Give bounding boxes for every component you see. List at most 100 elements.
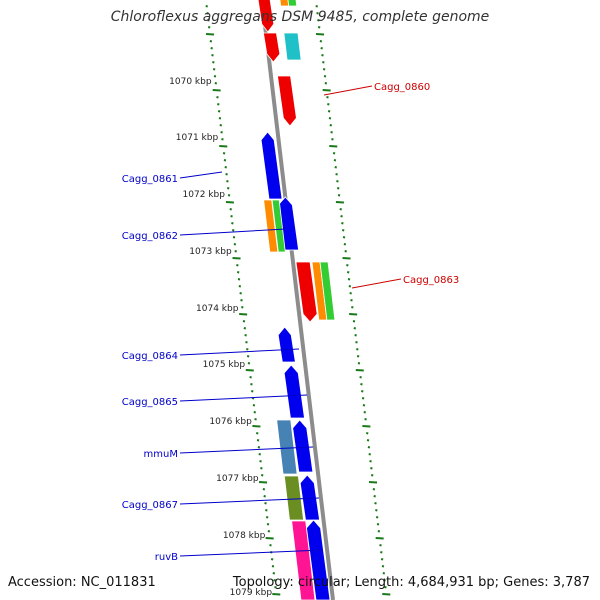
gene-label-left: Cagg_0864 <box>122 351 178 362</box>
right-tick <box>340 215 343 218</box>
left-tick <box>205 5 208 8</box>
right-tick <box>315 5 318 8</box>
right-tick <box>380 558 384 561</box>
left-tick <box>207 26 211 29</box>
gene-arrow <box>295 261 318 323</box>
gene-arrow <box>283 32 302 61</box>
left-tick <box>227 187 230 190</box>
left-tick <box>214 82 218 85</box>
right-tick <box>331 138 334 141</box>
left-tick <box>251 390 254 393</box>
left-tick <box>271 565 275 568</box>
right-tick <box>329 145 338 148</box>
right-tick <box>353 327 357 330</box>
right-tick <box>337 187 340 190</box>
right-tick <box>327 103 330 106</box>
right-tick <box>322 89 331 92</box>
left-tick <box>242 320 246 323</box>
left-tick <box>252 425 261 428</box>
left-tick <box>238 285 242 288</box>
left-tick <box>265 516 269 519</box>
right-tick <box>350 299 353 302</box>
gene-arrow <box>291 520 316 600</box>
left-tick <box>224 166 228 169</box>
right-tick <box>375 509 378 512</box>
left-tick <box>270 558 274 561</box>
right-tick <box>367 446 371 449</box>
gene-labels: Cagg_0861 Cagg_0862 Cagg_0864 Cagg_0865 mmuM… <box>122 82 460 563</box>
left-tick <box>211 54 214 57</box>
right-tick <box>372 488 376 491</box>
tick-marks <box>205 5 391 596</box>
right-tick <box>322 61 325 64</box>
scale-labels: 1070 kbp 1071 kbp 1072 kbp 1073 kbp 1074 kbp… <box>169 77 272 598</box>
leader-line-left <box>179 446 314 454</box>
right-tick <box>381 565 385 568</box>
right-tick <box>374 502 377 505</box>
gene-label-left: mmuM <box>144 449 178 460</box>
right-tick <box>348 285 352 288</box>
gene-arrow <box>276 419 298 475</box>
leader-line-left <box>179 497 320 505</box>
left-tick <box>227 194 231 197</box>
right-tick <box>384 586 387 589</box>
left-tick <box>260 474 264 477</box>
scale-label: 1070 kbp <box>169 77 212 87</box>
left-tick <box>265 509 268 512</box>
right-tick <box>357 362 361 365</box>
right-tick <box>317 26 321 29</box>
left-tick <box>241 306 244 309</box>
leader-line-left <box>179 549 324 557</box>
leader-line-left <box>179 171 223 179</box>
leader-line-left <box>179 348 300 356</box>
scale-label: 1076 kbp <box>209 417 252 427</box>
right-tick <box>337 194 341 197</box>
right-tick <box>365 432 369 435</box>
right-tick <box>342 236 346 239</box>
left-tick <box>219 124 223 127</box>
right-tick <box>339 208 342 211</box>
left-tick <box>274 586 277 589</box>
gene-arrow <box>277 326 296 363</box>
right-tick <box>383 579 386 582</box>
left-tick <box>243 327 247 330</box>
gene-arrow <box>257 0 275 33</box>
left-tick <box>233 243 237 246</box>
left-tick <box>246 355 250 358</box>
left-tick <box>232 236 236 239</box>
gene-arrow <box>279 0 290 7</box>
left-tick <box>244 334 247 337</box>
right-tick <box>375 516 379 519</box>
genome-backbone <box>260 0 335 600</box>
right-tick <box>362 404 366 407</box>
right-tick <box>322 68 326 71</box>
left-tick <box>220 131 223 134</box>
left-tick <box>231 229 235 232</box>
right-tick <box>382 593 391 596</box>
right-tick <box>355 341 358 344</box>
scale-label: 1072 kbp <box>183 190 226 200</box>
left-tick <box>230 215 233 218</box>
gene-label-left: Cagg_0861 <box>122 174 178 185</box>
right-tick <box>382 572 386 575</box>
right-tick <box>363 411 366 414</box>
scale-label: 1075 kbp <box>203 360 246 370</box>
right-tick <box>328 117 332 120</box>
right-tick <box>375 537 384 540</box>
right-tick <box>373 495 376 498</box>
left-tick <box>231 222 234 225</box>
gene-label-right: Cagg_0860 <box>374 82 430 93</box>
scale-label: 1078 kbp <box>223 531 266 541</box>
gene-arrow <box>283 364 305 419</box>
gene-arrow <box>292 419 314 473</box>
gene-label-left: Cagg_0867 <box>122 500 178 511</box>
left-tick <box>221 138 224 141</box>
left-tick <box>218 117 222 120</box>
right-tick <box>349 292 352 295</box>
right-tick <box>321 54 324 57</box>
right-tick <box>364 418 367 421</box>
right-tick <box>356 355 360 358</box>
left-tick <box>254 418 257 421</box>
left-tick <box>236 271 240 274</box>
